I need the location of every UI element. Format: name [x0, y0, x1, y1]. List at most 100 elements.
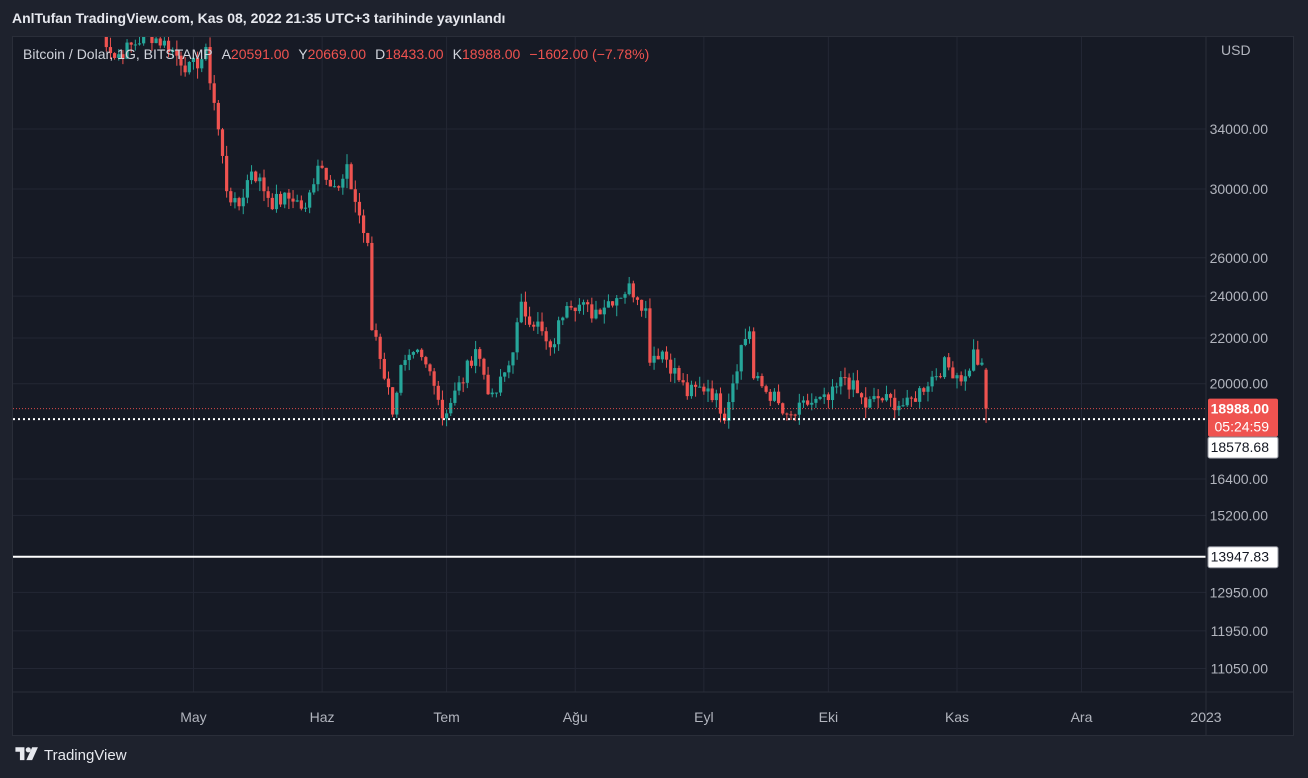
candle-body: [478, 349, 482, 359]
candle-body: [959, 375, 963, 382]
candle: [718, 387, 723, 423]
candle-body: [432, 371, 436, 386]
candle-body: [370, 242, 374, 331]
candle: [428, 363, 432, 376]
candle: [806, 393, 810, 407]
candle-body: [565, 306, 569, 318]
candle: [835, 382, 839, 394]
candle: [316, 159, 320, 192]
candle: [299, 195, 303, 211]
y-tick-label: 22000.00: [1210, 330, 1269, 346]
candle-body: [640, 299, 644, 311]
candle: [449, 398, 453, 417]
candle-body: [216, 102, 220, 130]
candle-body: [424, 357, 428, 365]
candle-body: [515, 322, 519, 353]
candle-body: [702, 386, 706, 392]
candle: [615, 295, 619, 317]
candle: [395, 391, 399, 418]
candle: [884, 385, 889, 402]
candle-body: [984, 369, 988, 409]
candle-body: [710, 388, 714, 401]
candle-body: [698, 386, 702, 388]
candle-body: [474, 349, 478, 366]
low-key: D: [375, 46, 386, 62]
candle: [237, 196, 241, 211]
tradingview-logo-icon: [15, 747, 38, 761]
candle: [278, 191, 283, 208]
ohlc-legend: Bitcoin / Dolar, 1G, BITSTAMP A 20591.00 …: [23, 46, 649, 62]
close-key: K: [452, 46, 462, 62]
candle: [752, 327, 756, 380]
candle-body: [581, 302, 586, 305]
candle-body: [262, 177, 266, 192]
candle: [328, 175, 332, 187]
candle: [245, 174, 249, 204]
candle-body: [627, 283, 631, 295]
y-tick-label: 24000.00: [1210, 288, 1269, 304]
candle: [407, 349, 411, 371]
candle: [959, 371, 963, 386]
candle-body: [839, 377, 843, 387]
candle-body: [523, 301, 528, 317]
candle-body: [357, 201, 362, 216]
candle-body: [411, 352, 415, 355]
candle-body: [739, 345, 743, 372]
symbol-label[interactable]: Bitcoin / Dolar, 1G, BITSTAMP: [23, 46, 213, 62]
tradingview-footer[interactable]: TradingView: [14, 746, 127, 764]
candle-body: [764, 386, 768, 392]
candle-body: [179, 55, 183, 66]
candle-body: [312, 184, 316, 193]
candle-body: [104, 37, 108, 48]
candle-body: [511, 352, 515, 366]
candle: [822, 387, 826, 404]
candle-body: [436, 385, 440, 400]
candle-body: [926, 386, 930, 392]
candle: [893, 389, 897, 419]
candle: [876, 389, 880, 409]
time-axis: May Haz Tem Ağu Eyl Eki Kas Ara 2023: [13, 691, 1293, 725]
tradingview-brand: TradingView: [44, 746, 127, 764]
candle: [590, 297, 594, 323]
candle-body: [806, 400, 810, 405]
candlestick-chart[interactable]: 34000.00 30000.00 26000.00 24000.00 22000.00…: [13, 37, 1293, 735]
candle-body: [536, 321, 540, 327]
candle: [660, 350, 664, 363]
candle-body: [664, 351, 669, 360]
candle-body: [557, 320, 561, 345]
candle: [685, 374, 689, 400]
candle-body: [760, 376, 764, 387]
candle-body: [154, 38, 158, 44]
candle-body: [382, 358, 386, 379]
candle: [195, 51, 200, 79]
candle: [204, 43, 208, 61]
candle-body: [756, 376, 760, 379]
candle: [727, 393, 731, 429]
candle-body: [693, 384, 698, 387]
candle-body: [316, 165, 320, 185]
candle-body: [843, 377, 847, 379]
candle-body: [229, 191, 233, 203]
candle: [216, 99, 220, 136]
candle: [648, 298, 652, 366]
candle-body: [498, 376, 503, 393]
chart-panel[interactable]: 34000.00 30000.00 26000.00 24000.00 22000.00…: [12, 36, 1294, 736]
x-tick-label: Kas: [945, 709, 969, 725]
candle-body: [980, 362, 984, 365]
candle-body: [884, 394, 889, 401]
open-key: A: [221, 46, 231, 62]
candle-body: [337, 186, 341, 188]
candle-body: [299, 200, 303, 209]
candle-body: [386, 378, 391, 388]
support_line-badge: [1207, 436, 1279, 459]
candle-body: [204, 46, 208, 60]
candle: [723, 407, 727, 424]
candle: [677, 365, 681, 383]
candle-body: [735, 371, 739, 384]
candle: [225, 145, 229, 198]
candle: [606, 294, 611, 308]
y-tick-label: 16400.00: [1210, 471, 1269, 487]
candle-body: [532, 324, 536, 327]
x-tick-label: Ağu: [563, 709, 588, 725]
candle-body: [868, 399, 872, 408]
